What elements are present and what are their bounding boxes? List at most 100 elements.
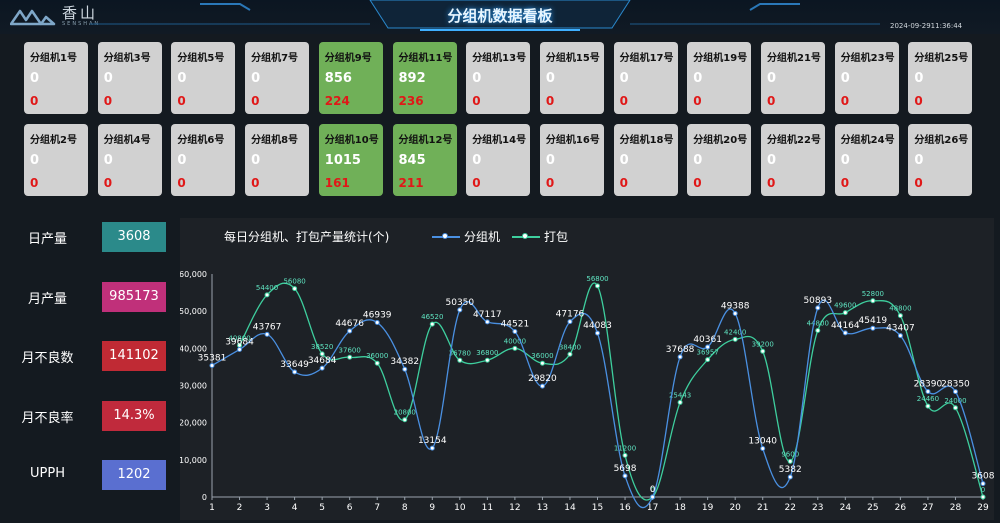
data-label: 47117 <box>473 310 502 320</box>
data-point <box>870 298 876 304</box>
machine-card-defects: 0 <box>177 94 186 108</box>
data-point <box>347 354 353 360</box>
machine-card[interactable]: 分组机23号 0 0 <box>834 42 899 114</box>
data-label: 5382 <box>779 465 802 475</box>
data-point <box>952 405 958 411</box>
stat-value: 3608 <box>102 222 166 252</box>
machine-card[interactable]: 分组机10号 1015 161 <box>318 124 383 196</box>
page-title: 分组机数据看板 <box>447 7 553 25</box>
data-label: 40000 <box>504 337 526 345</box>
machine-card-name: 分组机1号 <box>30 53 77 64</box>
data-point <box>842 310 848 316</box>
machine-card[interactable]: 分组机15号 0 0 <box>539 42 604 114</box>
data-label: 36000 <box>366 352 388 360</box>
machine-card-name: 分组机3号 <box>103 53 151 64</box>
machine-card-defects: 0 <box>840 176 850 190</box>
data-point <box>319 365 325 371</box>
data-point <box>787 474 793 480</box>
data-label: 39684 <box>225 338 254 348</box>
x-tick-label: 7 <box>374 503 380 513</box>
machine-card-name: 分组机5号 <box>177 53 225 64</box>
stat-label: 月产量 <box>27 291 67 307</box>
data-point <box>484 319 490 325</box>
data-label: 9600 <box>781 450 799 458</box>
data-point <box>457 357 463 363</box>
machine-card[interactable]: 分组机18号 0 0 <box>613 124 678 196</box>
machine-card-name: 分组机10号 <box>324 135 379 146</box>
machine-card[interactable]: 分组机6号 0 0 <box>171 124 236 196</box>
data-point <box>402 417 408 423</box>
data-label: 0 <box>981 486 985 494</box>
machine-card[interactable]: 分组机7号 0 0 <box>245 42 310 114</box>
y-tick-label: 50,000 <box>180 307 207 316</box>
stat-label: 日产量 <box>27 232 67 247</box>
legend-item-packing[interactable]: 打包 <box>512 228 568 245</box>
x-tick-label: 5 <box>319 503 325 513</box>
x-tick-label: 25 <box>867 503 878 513</box>
machine-card-name: 分组机23号 <box>840 53 895 64</box>
data-point <box>677 354 683 360</box>
data-label: 44083 <box>583 321 612 331</box>
machine-card[interactable]: 分组机19号 0 0 <box>687 42 752 114</box>
machine-card[interactable]: 分组机16号 0 0 <box>539 124 604 196</box>
machine-card[interactable]: 分组机11号 892 236 <box>392 42 457 114</box>
data-point <box>760 446 766 452</box>
data-point <box>457 307 463 313</box>
x-tick-label: 3 <box>264 503 270 513</box>
data-label: 40361 <box>693 335 722 345</box>
machine-card[interactable]: 分组机17号 0 0 <box>613 42 678 114</box>
machine-card[interactable]: 分组机26号 0 0 <box>908 124 973 196</box>
data-point <box>429 321 435 327</box>
data-label: 36800 <box>476 349 498 357</box>
logo-text: 香山 <box>62 4 99 22</box>
x-tick-label: 6 <box>347 503 353 513</box>
data-point <box>622 473 628 479</box>
machine-card-defects: 0 <box>177 176 186 190</box>
x-tick-label: 16 <box>619 503 631 513</box>
x-tick-label: 27 <box>922 503 933 513</box>
legend-item-grouping[interactable]: 分组机 <box>432 228 500 245</box>
x-tick-label: 18 <box>674 503 686 513</box>
machine-card[interactable]: 分组机9号 856 224 <box>318 42 383 114</box>
machine-card[interactable]: 分组机14号 0 0 <box>466 124 531 196</box>
chart-legend: 分组机 打包 <box>432 228 580 245</box>
data-point <box>292 286 298 292</box>
machine-card[interactable]: 分组机24号 0 0 <box>834 124 899 196</box>
machine-card[interactable]: 分组机22号 0 0 <box>761 124 825 196</box>
data-label: 5698 <box>614 464 637 474</box>
machine-card-output: 0 <box>103 153 113 168</box>
data-label: 36000 <box>531 352 553 360</box>
stat-label: 月不良率 <box>21 410 74 426</box>
data-label: 40800 <box>228 334 250 342</box>
machine-card[interactable]: 分组机21号 0 0 <box>761 42 825 114</box>
logo-mountain-icon <box>10 9 56 26</box>
machine-card[interactable]: 分组机12号 845 211 <box>392 124 457 196</box>
machine-card[interactable]: 分组机3号 0 0 <box>97 42 162 114</box>
machine-card[interactable]: 分组机13号 0 0 <box>466 42 531 114</box>
data-point <box>512 329 518 335</box>
machine-card-name: 分组机11号 <box>398 53 453 64</box>
data-point <box>567 319 573 325</box>
machine-card-defects: 236 <box>398 94 424 108</box>
machine-card-output: 0 <box>251 71 261 86</box>
machine-card[interactable]: 分组机4号 0 0 <box>97 124 162 196</box>
data-label: 38400 <box>559 343 581 351</box>
machine-card[interactable]: 分组机8号 0 0 <box>245 124 310 196</box>
machine-card[interactable]: 分组机2号 0 0 <box>24 124 88 196</box>
data-label: 44800 <box>807 319 829 327</box>
machine-card-name: 分组机16号 <box>545 135 600 146</box>
data-label: 37688 <box>666 345 695 355</box>
data-label: 3608 <box>972 472 994 482</box>
data-point <box>347 328 353 334</box>
data-point <box>870 325 876 331</box>
machine-card[interactable]: 分组机25号 0 0 <box>908 42 973 114</box>
machine-card[interactable]: 分组机1号 0 0 <box>24 42 88 114</box>
data-label: 49600 <box>834 302 856 310</box>
machine-card[interactable]: 分组机20号 0 0 <box>687 124 752 196</box>
machine-card[interactable]: 分组机5号 0 0 <box>171 42 236 114</box>
data-label: 50893 <box>803 296 832 306</box>
x-tick-label: 20 <box>729 503 741 513</box>
data-label: 24460 <box>917 395 939 403</box>
header-decoration <box>90 0 880 31</box>
